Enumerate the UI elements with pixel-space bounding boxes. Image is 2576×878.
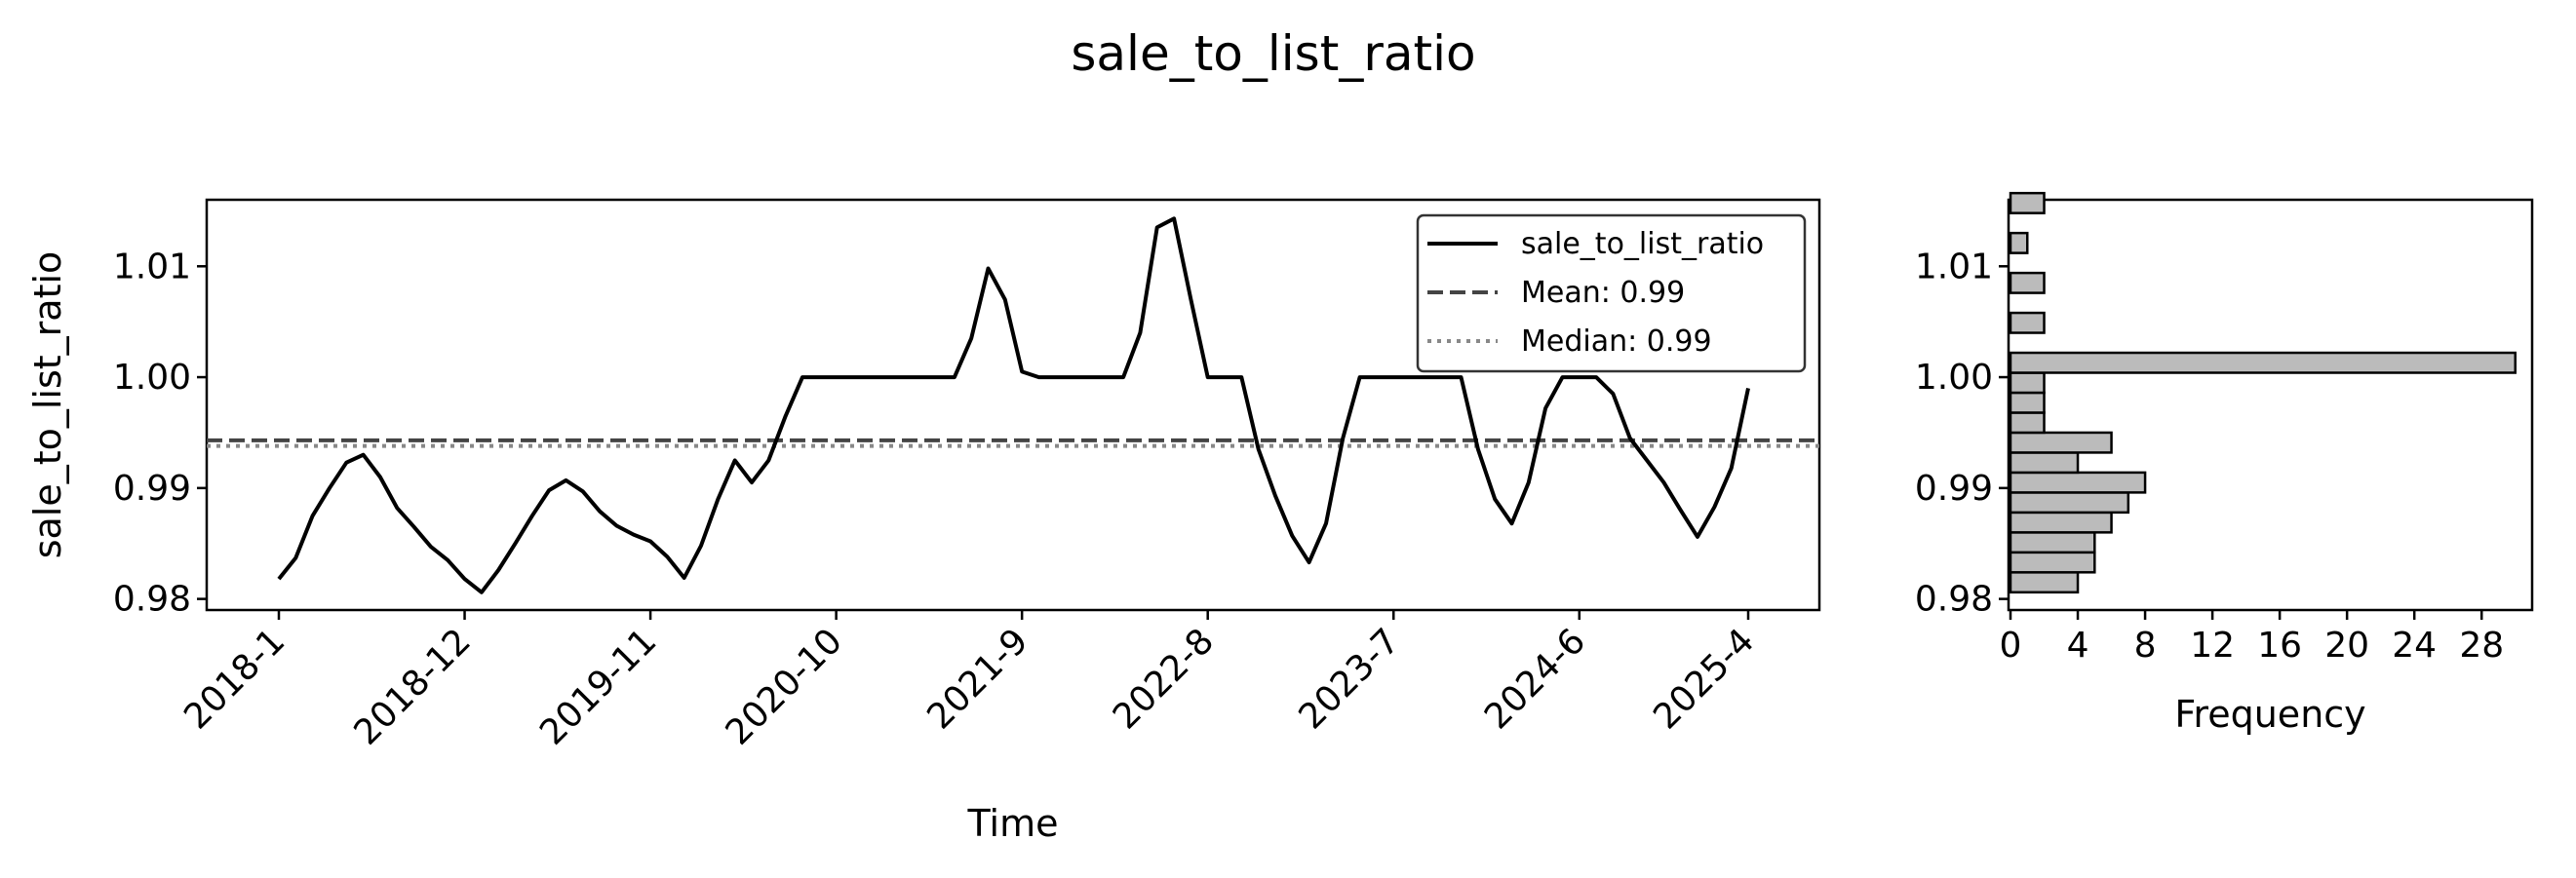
legend-label: Mean: 0.99 (1521, 276, 1685, 310)
x-tick-label: 2025-4 (1646, 621, 1762, 737)
x-tick-label: 2022-8 (1106, 621, 1222, 737)
histogram-bar (2009, 491, 2130, 515)
hist-y-tick-label: 1.01 (1915, 247, 1993, 286)
legend-box (1416, 213, 1807, 373)
histogram-bar (2009, 571, 2080, 594)
legend: sale_to_list_ratio Mean: 0.99 Median: 0.99 (1416, 213, 1807, 373)
histogram-bar (2009, 351, 2517, 374)
histogram-bar (2009, 471, 2147, 494)
y-axis-label: sale_to_list_ratio (26, 251, 69, 559)
x-tick-label: 2023-7 (1291, 621, 1407, 737)
chart-title: sale_to_list_ratio (1071, 25, 1475, 82)
histogram-bar (2009, 311, 2046, 334)
histogram-bar (2009, 231, 2029, 254)
histogram-bar (2009, 411, 2046, 435)
hist-x-tick-label: 12 (2190, 626, 2235, 666)
histogram-bar (2009, 531, 2096, 554)
hist-y-tick-label: 0.99 (1915, 469, 1993, 509)
hist-x-tick-label: 24 (2392, 626, 2437, 666)
histogram-bar (2009, 451, 2080, 475)
x-tick-label: 2019-11 (532, 621, 664, 752)
histogram-bar (2009, 391, 2046, 414)
histogram-frame (2007, 198, 2534, 612)
line-plot-frame (205, 198, 1821, 612)
histogram-bar (2009, 191, 2046, 214)
hist-x-tick-label: 20 (2324, 626, 2369, 666)
y-tick-label: 0.99 (113, 469, 191, 509)
x-tick-label: 2018-12 (347, 621, 479, 752)
y-tick-label: 1.00 (113, 358, 191, 398)
y-tick-label: 1.01 (113, 247, 191, 286)
histogram-bar (2009, 511, 2113, 534)
x-tick-label: 2021-9 (919, 621, 1035, 737)
hist-y-tick-label: 0.98 (1915, 580, 1993, 620)
hist-x-tick-label: 16 (2257, 626, 2302, 666)
histogram-bar (2009, 431, 2113, 454)
x-tick-label: 2024-6 (1477, 621, 1593, 737)
legend-label: Median: 0.99 (1521, 324, 1712, 359)
hist-x-tick-label: 4 (2067, 626, 2089, 666)
histogram-bar (2009, 551, 2096, 574)
x-tick-label: 2020-10 (719, 621, 850, 752)
y-tick-label: 0.98 (113, 580, 191, 620)
series-line (277, 216, 1750, 594)
hist-x-tick-label: 8 (2134, 626, 2157, 666)
legend-label: sale_to_list_ratio (1521, 227, 1764, 261)
x-tick-label: 2018-1 (176, 621, 293, 737)
x-axis-label: Time (967, 802, 1059, 845)
hist-x-tick-label: 0 (2000, 626, 2022, 666)
hist-y-tick-label: 1.00 (1915, 358, 1993, 398)
hist-x-tick-label: 28 (2459, 626, 2504, 666)
histogram-bar (2009, 371, 2046, 395)
hist-x-axis-label: Frequency (2174, 693, 2365, 736)
histogram-bar (2009, 271, 2046, 294)
